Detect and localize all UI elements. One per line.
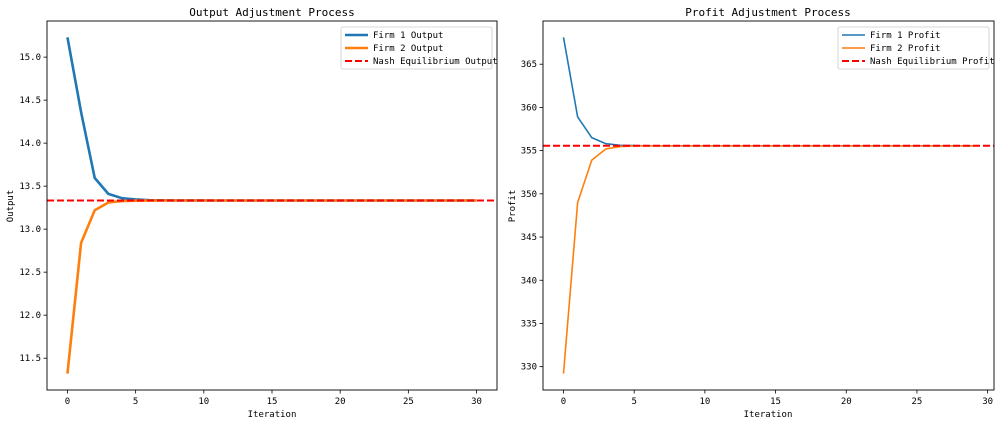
output-chart: Output Adjustment Process Iteration Outp… [6,6,498,420]
x-tick-label: 25 [912,397,923,407]
axes-frame [542,20,995,391]
x-tick-label: 15 [770,397,781,407]
legend-label: Firm 1 Output [373,31,443,41]
x-tick-label: 30 [471,397,482,407]
axes-frame [46,20,498,391]
chart-title: Output Adjustment Process [189,6,355,19]
legend-box [837,26,990,70]
y-tick-label: 12.0 [19,311,41,321]
x-tick-label: 5 [631,397,636,407]
y-tick-label: 360 [521,103,537,113]
legend-label: Nash Equilibrium Profit [870,57,995,67]
y-tick-label: 350 [521,190,537,200]
x-tick-label: 25 [403,397,414,407]
y-tick-label: 345 [521,233,537,243]
legend-label: Firm 2 Profit [870,44,940,54]
series-line-firm-2 [562,144,974,374]
y-axis-label: Profit [508,190,518,223]
x-tick-label: 5 [133,397,138,407]
x-tick-label: 20 [841,397,852,407]
y-tick-label: 14.5 [19,96,41,106]
x-tick-label: 10 [699,397,710,407]
x-tick-label: 30 [982,397,993,407]
legend-label: Nash Equilibrium Output [373,57,498,67]
chart-title: Profit Adjustment Process [685,6,851,19]
y-tick-label: 12.5 [19,268,41,278]
x-tick-label: 15 [267,397,278,407]
legend-label: Firm 1 Profit [870,31,940,41]
legend-box [340,26,493,70]
y-tick-label: 14.0 [19,139,41,149]
y-tick-label: 13.5 [19,182,41,192]
y-tick-label: 330 [521,363,537,373]
profit-chart: Profit Adjustment Process Iteration Prof… [508,6,995,420]
legend-label: Firm 2 Output [373,44,443,54]
y-tick-label: 11.5 [19,354,41,364]
x-tick-label: 10 [198,397,209,407]
y-tick-label: 340 [521,276,537,286]
y-axis-label: Output [6,190,16,223]
y-tick-label: 335 [521,319,537,329]
y-tick-label: 13.0 [19,225,41,235]
x-tick-label: 0 [65,397,70,407]
x-axis-label: Iteration [248,410,297,420]
x-tick-label: 20 [335,397,346,407]
x-axis-label: Iteration [744,410,793,420]
y-tick-label: 15.0 [19,53,41,63]
series-line-firm-2 [66,199,477,374]
x-tick-label: 0 [561,397,566,407]
y-tick-label: 365 [521,60,537,70]
y-tick-label: 355 [521,147,537,157]
